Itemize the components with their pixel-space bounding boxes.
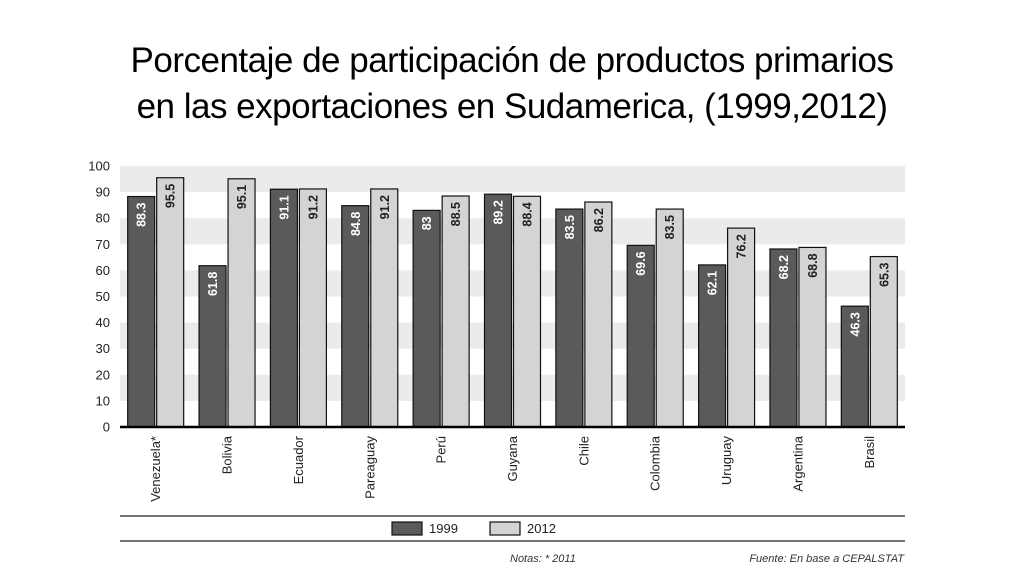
bar-1999 [555, 208, 584, 428]
data-label: 62.1 [706, 271, 720, 295]
x-category-label: Pareaguay [362, 436, 377, 499]
legend-label-2012: 2012 [527, 521, 556, 536]
data-label: 83 [420, 216, 434, 230]
x-category-label: Ecuador [291, 435, 306, 484]
x-category-label: Chile [576, 436, 591, 466]
data-label: 88.3 [135, 203, 149, 227]
data-label: 83.5 [663, 215, 677, 239]
x-category-label: Perú [434, 436, 449, 463]
bar-2012 [441, 195, 470, 428]
chart-title: Porcentaje de participación de productos… [0, 38, 1024, 130]
data-label: 83.5 [563, 215, 577, 239]
bar-1999 [412, 209, 441, 428]
data-label: 89.2 [492, 200, 506, 224]
y-tick-label: 80 [96, 211, 110, 226]
data-label: 95.5 [164, 184, 178, 208]
x-category-label: Guyana [505, 435, 520, 481]
data-label: 95.1 [235, 185, 249, 209]
y-tick-label: 50 [96, 289, 110, 304]
y-tick-label: 10 [96, 393, 110, 408]
data-label: 61.8 [206, 272, 220, 296]
x-axis: Venezuela* Bolivia Ecuador Pareaguay Perú Guy… [120, 425, 905, 502]
x-category-label: Brasil [862, 436, 877, 469]
bar-1999 [626, 244, 655, 428]
y-tick-label: 40 [96, 315, 110, 330]
bar-1999 [769, 248, 798, 428]
bar-1999 [127, 195, 156, 428]
bar-1999 [697, 264, 727, 428]
y-tick-label: 60 [96, 263, 110, 278]
y-tick-label: 70 [96, 237, 110, 252]
bar-2012 [798, 246, 827, 428]
chart-title-line-2: en las exportaciones en Sudamerica, (199… [136, 87, 888, 126]
source-text: Fuente: En base a CEPALSTAT [749, 553, 905, 565]
y-tick-label: 20 [96, 367, 110, 382]
data-label: 65.3 [877, 263, 891, 287]
data-label: 84.8 [349, 212, 363, 236]
x-category-label: Bolivia [220, 435, 235, 474]
bar-1999 [198, 265, 227, 428]
bar-1999 [341, 205, 370, 428]
legend: 1999 2012 [120, 515, 905, 542]
legend-swatch-2012 [489, 521, 521, 536]
data-label: 91.2 [306, 195, 320, 219]
bar-2012 [869, 255, 898, 428]
bar-2012 [370, 188, 399, 428]
bar-2012 [584, 201, 613, 428]
y-tick-label: 100 [88, 159, 110, 174]
data-label: 88.4 [521, 202, 535, 226]
bar-2012 [655, 208, 684, 428]
legend-label-1999: 1999 [429, 521, 458, 536]
x-category-label: Uruguay [719, 436, 734, 486]
bar-2012 [156, 177, 185, 428]
bar-2012 [726, 227, 756, 428]
y-tick-label: 90 [96, 185, 110, 200]
bar-1999 [483, 193, 513, 428]
y-tick-label: 0 [103, 420, 110, 435]
data-label: 68.2 [777, 255, 791, 279]
bar-1999 [269, 188, 299, 428]
bar-2012 [227, 178, 256, 428]
bar-2012 [298, 188, 328, 428]
data-label: 86.2 [592, 208, 606, 232]
data-label: 91.1 [277, 195, 291, 219]
data-label: 91.2 [378, 195, 392, 219]
data-label: 68.8 [806, 253, 820, 277]
bars: 88.3 95.5 61.8 95.1 91.1 91.2 84.8 91.2 83 88.5 89… [127, 177, 898, 428]
bar-2012 [512, 195, 542, 428]
x-category-label: Argentina [790, 435, 805, 491]
x-category-label: Venezuela* [148, 436, 163, 502]
data-label: 76.2 [735, 234, 749, 258]
y-tick-label: 30 [96, 341, 110, 356]
legend-swatch-1999 [391, 521, 423, 536]
y-axis: 0 10 20 30 40 50 60 70 80 90 100 [88, 159, 110, 435]
notes-text: Notas: * 2011 [510, 553, 576, 565]
data-label: 46.3 [848, 312, 862, 336]
data-label: 88.5 [449, 202, 463, 226]
chart-title-line-1: Porcentaje de participación de productos… [130, 41, 894, 80]
data-label: 69.6 [634, 251, 648, 275]
x-category-label: Colombia [648, 435, 663, 491]
